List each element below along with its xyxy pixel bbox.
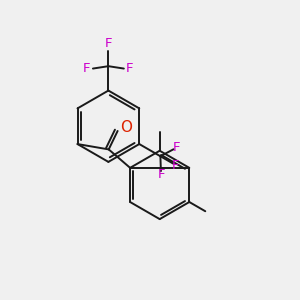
Text: F: F (83, 62, 91, 75)
Text: F: F (172, 159, 180, 172)
Text: O: O (121, 120, 133, 135)
Text: F: F (157, 168, 165, 181)
Text: F: F (105, 37, 112, 50)
Text: F: F (172, 141, 180, 154)
Text: F: F (126, 62, 134, 75)
